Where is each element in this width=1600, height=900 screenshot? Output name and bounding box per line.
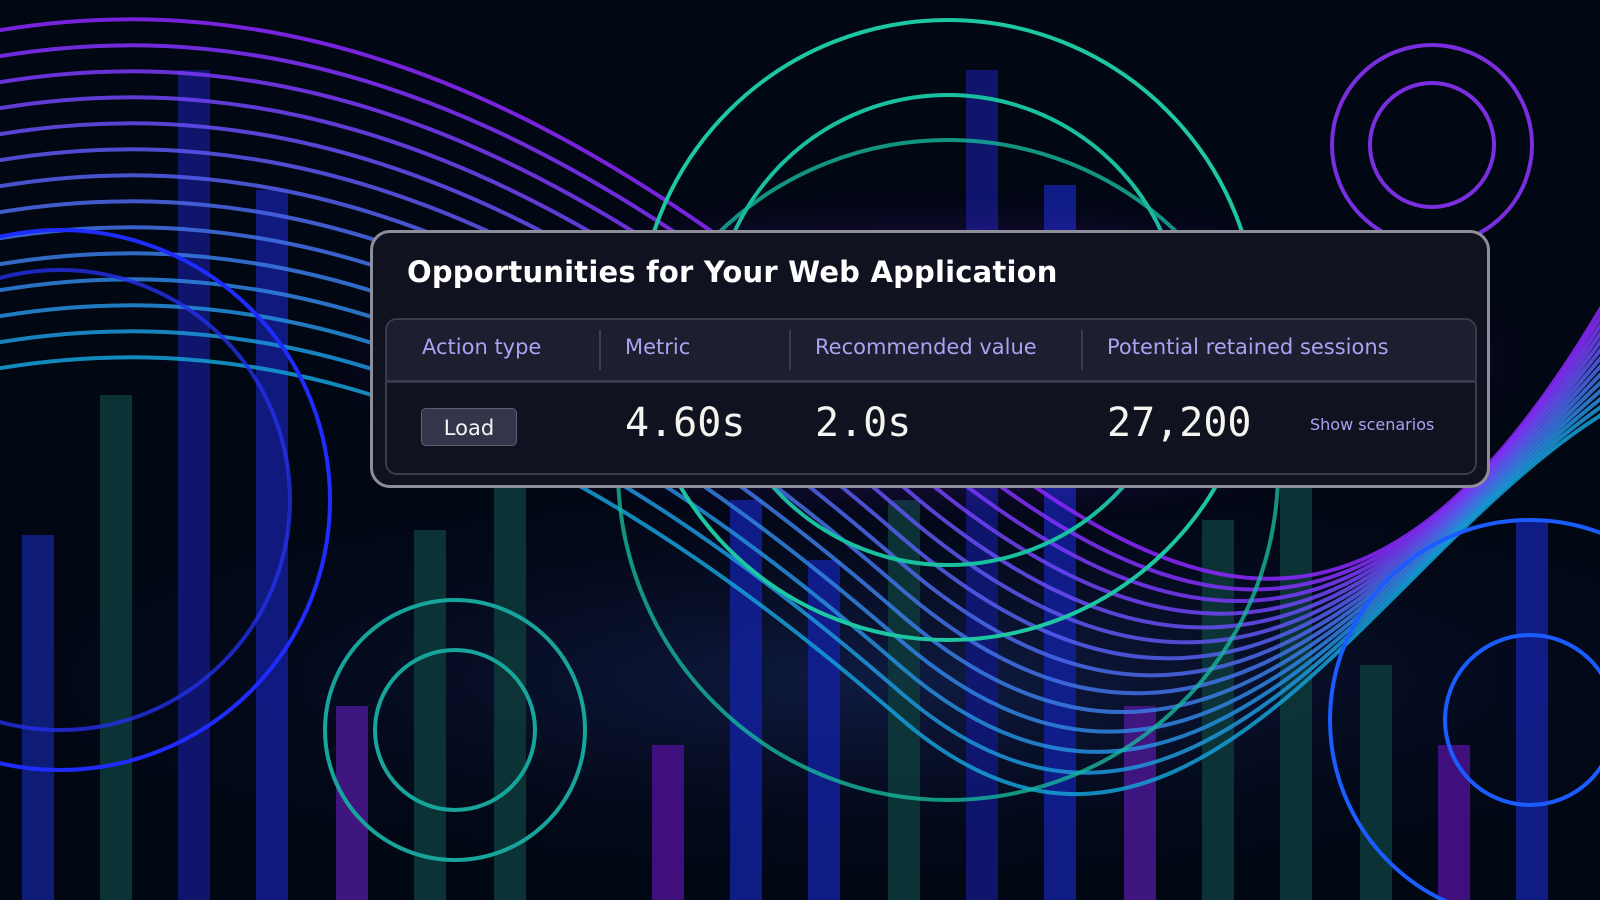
background-bar [1360,665,1392,900]
show-scenarios-link[interactable]: Show scenarios [1310,415,1435,434]
card-title: Opportunities for Your Web Application [407,255,1058,289]
background-wave [0,277,1600,734]
column-header-potential-retained-sessions: Potential retained sessions [1107,335,1389,359]
background-wave [0,173,1600,661]
opportunities-card: Opportunities for Your Web Application A… [370,230,1490,488]
action-type-load-button[interactable]: Load [421,408,517,446]
background-wave [0,251,1600,715]
column-header-recommended-value: Recommended value [815,335,1037,359]
column-header-action-type: Action type [422,335,542,359]
table-header: Action type Metric Recommended value Pot… [387,320,1475,383]
background-bar [100,395,132,900]
background-bar [178,70,210,900]
column-divider [789,330,791,370]
background-bar [1516,520,1548,900]
opportunities-table: Action type Metric Recommended value Pot… [385,318,1477,475]
metric-value: 4.60s [625,400,746,446]
background-wave [0,355,1600,797]
background-bar [1124,706,1156,900]
background-bar [1438,745,1470,900]
column-header-metric: Metric [625,335,691,359]
column-divider [599,330,601,370]
potential-retained-sessions-value: 27,200 [1107,400,1252,446]
background-bar [22,535,54,900]
background-bar [652,745,684,900]
recommended-value: 2.0s [815,400,912,446]
background-bar [336,706,368,900]
background-bar [256,190,288,900]
background-wave [0,303,1600,754]
background-bar [414,530,446,900]
column-divider [1081,330,1083,370]
